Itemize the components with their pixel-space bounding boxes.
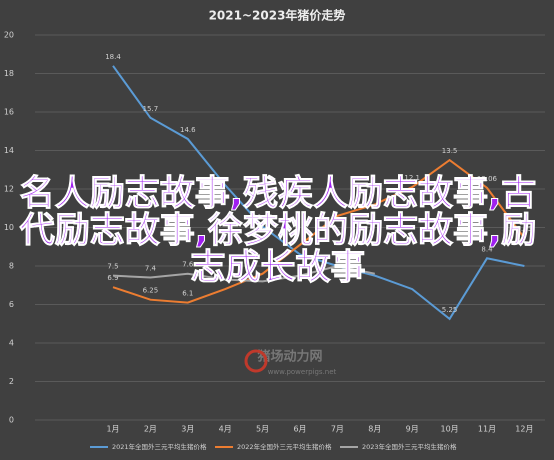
y-tick-label: 14 bbox=[4, 146, 14, 155]
data-label: 9.45 bbox=[517, 225, 533, 233]
watermark-url: www.powerpigs.net bbox=[268, 368, 337, 376]
x-tick-label: 5月 bbox=[256, 425, 269, 434]
data-label: 5.25 bbox=[442, 306, 458, 314]
data-label: 7.6 bbox=[182, 261, 194, 269]
x-tick-label: 7月 bbox=[331, 425, 344, 434]
y-tick-label: 20 bbox=[4, 31, 14, 40]
data-label: 15.7 bbox=[143, 105, 159, 113]
y-tick-label: 6 bbox=[9, 300, 14, 309]
overlay-text: 名人励志故事,残疾人励志故事,古代励志故事,徐梦桃的励志故事,励志成长故事 bbox=[19, 174, 537, 288]
data-label: 7.4 bbox=[145, 265, 157, 273]
data-label: 8.4 bbox=[481, 245, 493, 253]
data-label: 12.1 bbox=[404, 174, 420, 182]
y-tick-label: 4 bbox=[9, 339, 14, 348]
y-tick-label: 12 bbox=[4, 185, 14, 194]
x-tick-label: 2月 bbox=[144, 425, 157, 434]
data-label: 14.6 bbox=[180, 126, 196, 134]
legend-label: 2023年全国外三元平均生猪价格 bbox=[362, 442, 457, 451]
x-tick-label: 11月 bbox=[478, 425, 496, 434]
x-tick-label: 10月 bbox=[441, 425, 459, 434]
legend-label: 2022年全国外三元平均生猪价格 bbox=[237, 442, 332, 451]
chart-title: 2021~2023年猪价走势 bbox=[209, 8, 346, 23]
watermark-logo bbox=[244, 349, 268, 373]
data-label: 10.05 bbox=[253, 214, 273, 222]
x-tick-label: 4月 bbox=[219, 425, 232, 434]
data-label: 13.5 bbox=[442, 147, 458, 155]
x-tick-label: 3月 bbox=[181, 425, 194, 434]
watermark-name: 猪场动力网 bbox=[256, 349, 322, 365]
data-label: 18.4 bbox=[105, 53, 121, 61]
y-tick-label: 2 bbox=[9, 377, 14, 386]
data-label: 6.1 bbox=[182, 290, 193, 298]
y-tick-label: 8 bbox=[9, 262, 14, 271]
x-tick-label: 8月 bbox=[368, 425, 381, 434]
data-label: 6.9 bbox=[107, 274, 118, 282]
data-label: 6.25 bbox=[143, 287, 159, 295]
series-line bbox=[112, 158, 526, 304]
y-tick-label: 18 bbox=[4, 69, 14, 78]
y-tick-label: 10 bbox=[4, 223, 14, 232]
legend-label: 2021年全国外三元平均生猪价格 bbox=[112, 442, 207, 451]
x-tick-label: 9月 bbox=[406, 425, 419, 434]
y-tick-label: 0 bbox=[9, 416, 14, 425]
data-label: 12.06 bbox=[477, 175, 498, 183]
y-tick-label: 16 bbox=[4, 108, 14, 117]
x-tick-label: 1月 bbox=[106, 425, 119, 434]
series-line bbox=[112, 264, 376, 283]
x-tick-label: 6月 bbox=[293, 425, 306, 434]
series-line bbox=[112, 65, 525, 321]
data-label: 7.5 bbox=[107, 263, 118, 271]
x-tick-label: 12月 bbox=[515, 425, 533, 434]
